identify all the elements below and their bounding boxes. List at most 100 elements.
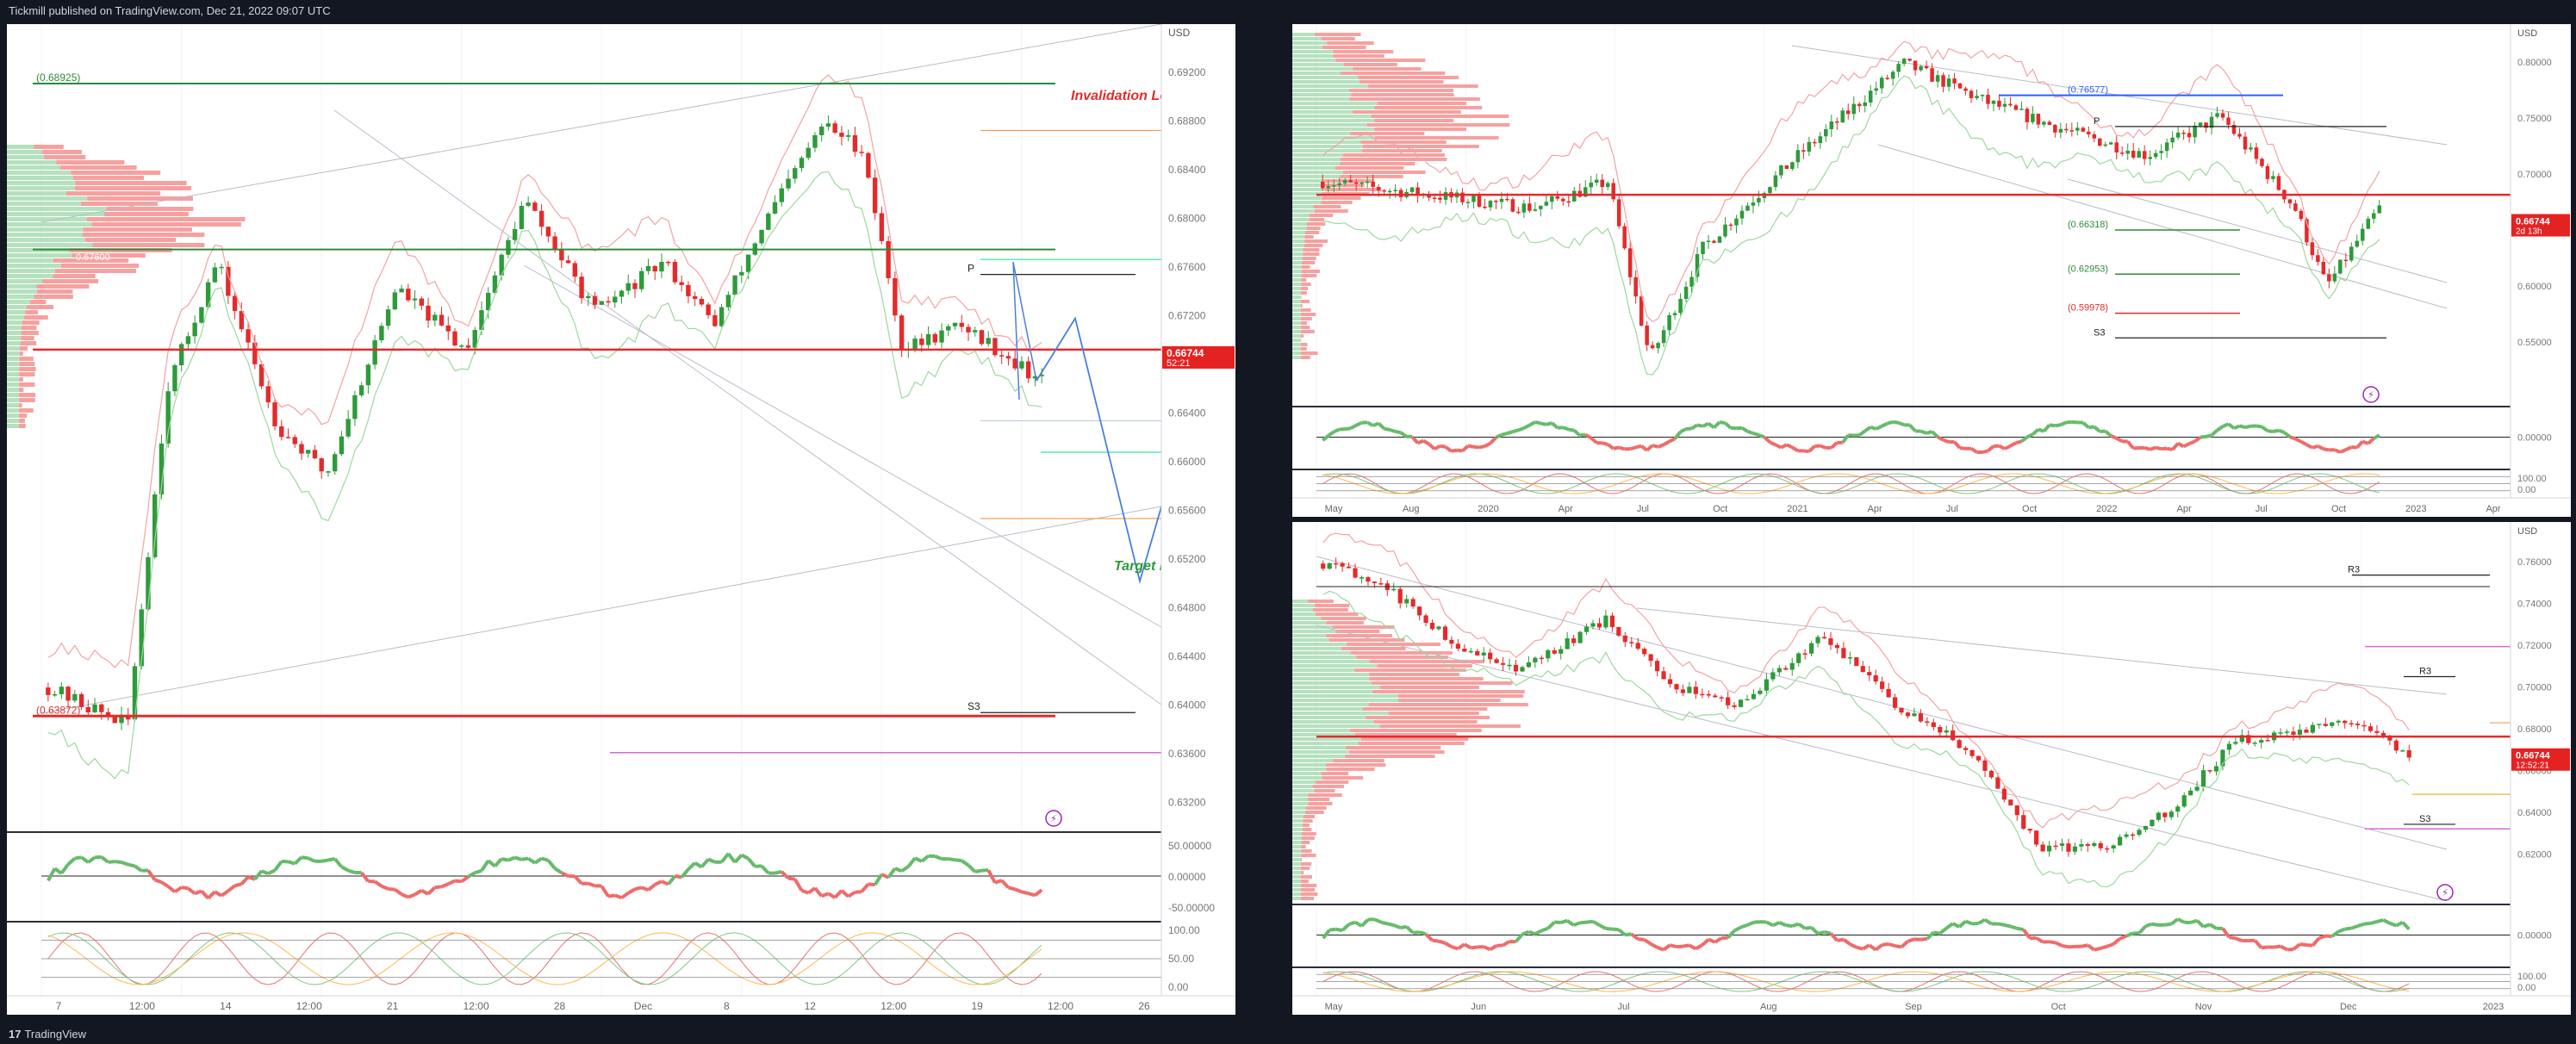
candle [2305,219,2309,243]
candle [385,309,391,326]
osc-line [647,883,656,892]
osc-line [775,869,782,875]
x-tick-label: Apr [1559,504,1573,514]
osc-line [2292,942,2301,951]
osc-line [1669,943,1677,949]
osc-line [1724,421,1733,430]
candle [499,254,504,276]
osc-line [1804,925,1812,930]
osc-line [1688,943,1697,951]
volume-bar-buy [1292,836,1302,840]
candle [512,228,518,240]
osc-tick-label: 0.00000 [2517,931,2552,941]
volume-bar-buy [1292,729,1351,732]
candle [146,556,151,610]
x-tick-label: Jul [1637,504,1649,514]
candle [1969,90,1974,98]
volume-bar-buy [7,377,20,382]
tr-oscillators [1292,406,2571,494]
level-label: P [968,263,974,275]
osc-line [87,855,96,864]
osc-line [521,856,529,861]
candle [1815,637,1820,643]
volume-bar-sell [1301,832,1316,836]
y-tick-label: 0.64000 [2517,808,2552,818]
candle [1372,581,1378,584]
osc-line [1590,436,1598,444]
trend-line [1636,607,2448,695]
osc-line [1987,444,1995,452]
chart-panel-bottom-right[interactable]: R3 R3 S3 USD 0.76000 0.74000 0.72000 0.70000 0.6… [1292,522,2571,1015]
candle [2355,240,2360,247]
candle [1481,652,1486,656]
price-tag-value: 0.66744 [2516,217,2551,227]
volume-bar-buy [7,258,54,263]
volume-bar-sell [1349,89,1453,92]
candle [2310,724,2315,733]
chart-panel-top-right[interactable]: (0.76577) P (0.66318) (0.62953) (0.59978) S3 U… [1292,24,2571,517]
osc-line [2216,425,2224,432]
osc-line [1668,437,1676,444]
candle [506,239,511,255]
volume-bar-sell [1301,265,1310,269]
osc-line [501,857,509,862]
osc-line [94,854,102,860]
volume-bar-sell [92,243,205,247]
x-tick-label: Nov [2195,1002,2212,1012]
candle [2181,795,2187,807]
volume-bar-sell [1300,304,1303,308]
volume-bar-sell [104,212,189,216]
candle [2226,117,2231,125]
osc-line [2093,425,2101,433]
volume-bar-sell [1358,742,1465,745]
volume-bar-buy [1292,166,1335,170]
osc-line [1321,434,1330,442]
candle [893,277,898,316]
y-tick-label: 0.64800 [1168,602,1206,614]
candle [2053,845,2058,848]
volume-bar-sell [20,341,37,345]
candle [272,402,277,426]
candle [912,339,918,350]
volume-bar-sell [1349,750,1445,754]
osc-line [1696,423,1703,428]
volume-bar-sell [1308,802,1333,805]
candle [1982,760,1988,771]
candle [492,275,498,293]
candle [1757,197,1761,203]
volume-bar-sell [72,253,146,258]
osc-line [2104,429,2112,438]
osc-line [1349,424,1358,431]
volume-bar-sell [1304,811,1324,814]
volume-bar-buy [7,279,42,283]
candle [292,437,297,444]
volume-bar-buy [7,253,72,258]
candle [1857,103,1862,107]
osc-line [394,887,403,896]
candle [246,329,251,343]
volume-bar-sell [1301,841,1310,844]
osc-line [2015,439,2022,445]
volume-bar-sell [53,274,96,278]
osc-line [1586,919,1594,924]
chart-panel-left[interactable]: (0.68925) (0.63872) P S3 Invalidation Level T… [7,24,1235,1015]
volume-bar-sell [37,289,73,294]
candle [1019,361,1024,369]
osc-line [2126,440,2135,450]
volume-bar-sell [1377,102,1466,105]
candle [445,325,451,332]
osc-line [1673,431,1683,440]
osc-line [234,882,242,888]
volume-bar-sell [19,351,23,356]
osc-line [2032,427,2040,436]
volume-bar-sell [1333,50,1394,53]
candle [119,714,124,724]
osc-line [654,879,663,886]
forecast-line-start [1012,261,1037,400]
candle [2014,805,2019,816]
candle [2034,830,2039,845]
candle [1397,588,1403,604]
left-svg: (0.68925) (0.63872) P S3 Invalidation LevelT… [7,24,1235,1015]
candle [1905,712,1911,717]
candle [1594,179,1599,183]
